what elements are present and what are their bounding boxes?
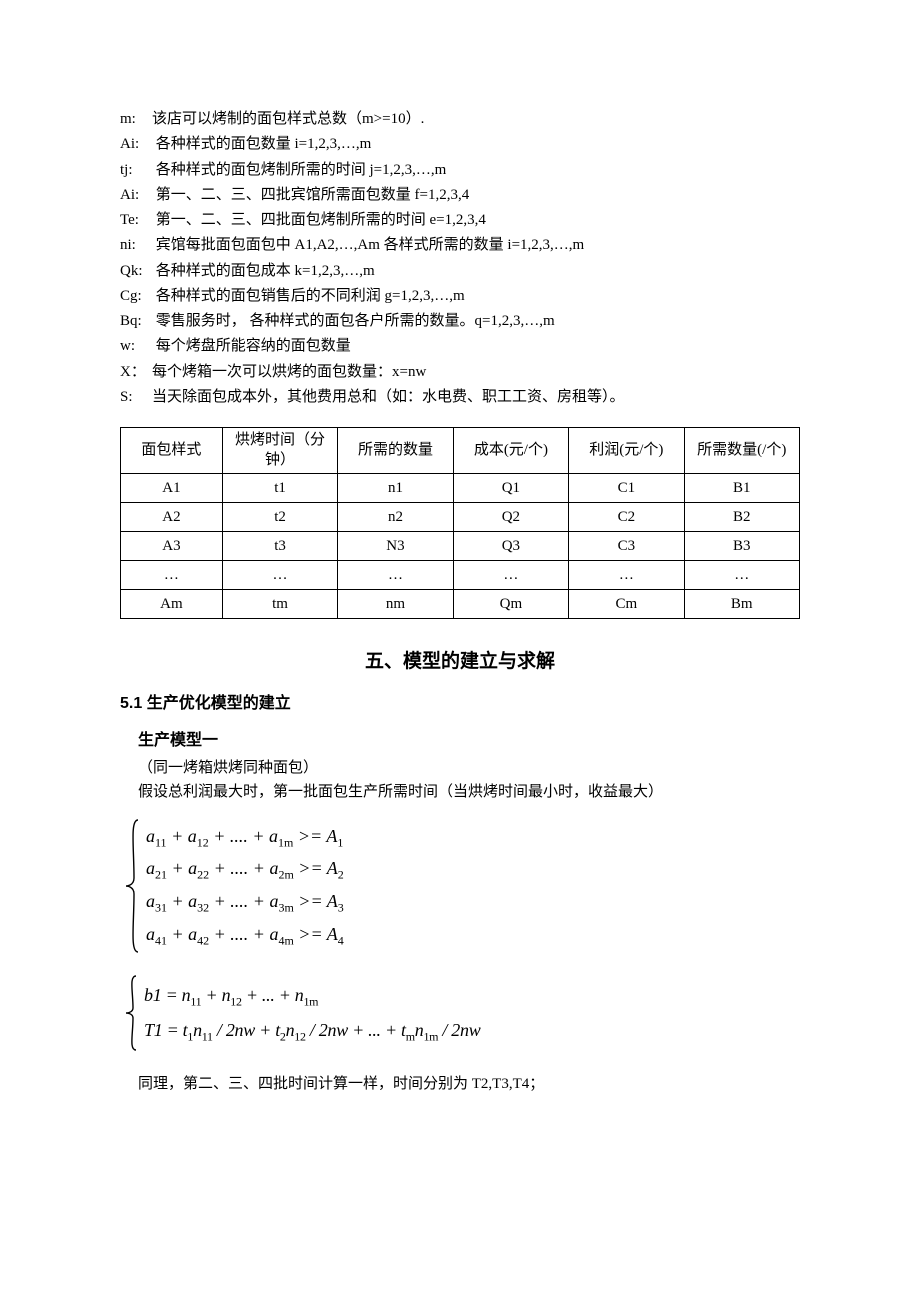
definition-symbol: X： bbox=[120, 361, 152, 384]
definition-line: X：每个烤箱一次可以烘烤的面包数量：x=nw bbox=[120, 361, 800, 384]
section-title: 五、模型的建立与求解 bbox=[120, 647, 800, 677]
definition-symbol: Bq: bbox=[120, 310, 152, 333]
closing-line: 同理，第二、三、四批时间计算一样，时间分别为 T2,T3,T4； bbox=[138, 1072, 800, 1096]
table-cell: Q3 bbox=[453, 531, 568, 560]
table-header-cell: 成本(元/个) bbox=[453, 428, 568, 474]
document-page: m:该店可以烤制的面包样式总数（m>=10）.Ai: 各种样式的面包数量 i=1… bbox=[0, 0, 920, 1302]
left-brace-icon bbox=[124, 818, 140, 954]
table-cell: n1 bbox=[338, 473, 453, 502]
table-cell: N3 bbox=[338, 531, 453, 560]
definition-symbol: Ai: bbox=[120, 133, 152, 156]
equation-line: a41 + a42 + .... + a4m >= A4 bbox=[146, 919, 344, 952]
table-cell: C3 bbox=[569, 531, 684, 560]
table-cell: nm bbox=[338, 589, 453, 618]
equation-system-1: a11 + a12 + .... + a1m >= A1a21 + a22 + … bbox=[124, 818, 800, 954]
definition-text: 零售服务时， 各种样式的面包各户所需的数量。q=1,2,3,…,m bbox=[152, 313, 555, 329]
table-row: A1t1n1Q1C1B1 bbox=[121, 473, 800, 502]
model-title: 生产模型一 bbox=[138, 728, 800, 754]
definition-text: 各种样式的面包数量 i=1,2,3,…,m bbox=[152, 136, 371, 152]
table-row: A2t2n2Q2C2B2 bbox=[121, 502, 800, 531]
table-cell: t1 bbox=[222, 473, 337, 502]
definition-symbol: Cg: bbox=[120, 285, 152, 308]
table-cell: Q1 bbox=[453, 473, 568, 502]
table-cell: … bbox=[453, 560, 568, 589]
table-header-cell: 面包样式 bbox=[121, 428, 223, 474]
definition-text: 各种样式的面包烤制所需的时间 j=1,2,3,…,m bbox=[152, 162, 446, 178]
definition-line: Cg: 各种样式的面包销售后的不同利润 g=1,2,3,…,m bbox=[120, 285, 800, 308]
definition-line: Ai: 第一、二、三、四批宾馆所需面包数量 f=1,2,3,4 bbox=[120, 184, 800, 207]
definition-line: Te: 第一、二、三、四批面包烤制所需的时间 e=1,2,3,4 bbox=[120, 209, 800, 232]
equation-line: T1 = t1n11 / 2nw + t2n12 / 2nw + ... + t… bbox=[144, 1013, 480, 1048]
equation-line: a31 + a32 + .... + a3m >= A3 bbox=[146, 886, 344, 919]
table-cell: tm bbox=[222, 589, 337, 618]
definition-text: 各种样式的面包销售后的不同利润 g=1,2,3,…,m bbox=[152, 288, 465, 304]
definition-symbol: tj: bbox=[120, 159, 152, 182]
table-row: AmtmnmQmCmBm bbox=[121, 589, 800, 618]
table-cell: Am bbox=[121, 589, 223, 618]
definition-symbol: Ai: bbox=[120, 184, 152, 207]
definition-symbol: w: bbox=[120, 335, 152, 358]
table-cell: … bbox=[684, 560, 799, 589]
subsection-title: 5.1 生产优化模型的建立 bbox=[120, 691, 800, 717]
definition-line: Ai: 各种样式的面包数量 i=1,2,3,…,m bbox=[120, 133, 800, 156]
definition-line: ni: 宾馆每批面包面包中 A1,A2,…,Am 各样式所需的数量 i=1,2,… bbox=[120, 234, 800, 257]
equation-system-2: b1 = n11 + n12 + ... + n1mT1 = t1n11 / 2… bbox=[124, 974, 800, 1052]
table-cell: Q2 bbox=[453, 502, 568, 531]
table-row: A3t3N3Q3C3B3 bbox=[121, 531, 800, 560]
table-row: ……………… bbox=[121, 560, 800, 589]
table-header-cell: 所需的数量 bbox=[338, 428, 453, 474]
definition-text: 当天除面包成本外，其他费用总和（如：水电费、职工工资、房租等）。 bbox=[152, 389, 625, 405]
definition-text: 该店可以烤制的面包样式总数（m>=10）. bbox=[152, 111, 424, 127]
equation-line: a21 + a22 + .... + a2m >= A2 bbox=[146, 853, 344, 886]
symbol-definitions: m:该店可以烤制的面包样式总数（m>=10）.Ai: 各种样式的面包数量 i=1… bbox=[120, 108, 800, 409]
equation-lines: a11 + a12 + .... + a1m >= A1a21 + a22 + … bbox=[146, 818, 344, 954]
equation-line: b1 = n11 + n12 + ... + n1m bbox=[144, 978, 480, 1013]
definition-text: 宾馆每批面包面包中 A1,A2,…,Am 各样式所需的数量 i=1,2,3,…,… bbox=[152, 237, 584, 253]
table-header-cell: 烘烤时间（分钟） bbox=[222, 428, 337, 474]
definition-symbol: m: bbox=[120, 108, 152, 131]
table-cell: Cm bbox=[569, 589, 684, 618]
left-brace-icon bbox=[124, 974, 138, 1052]
definition-text: 各种样式的面包成本 k=1,2,3,…,m bbox=[152, 263, 375, 279]
table-cell: B3 bbox=[684, 531, 799, 560]
table-header-cell: 所需数量(/个) bbox=[684, 428, 799, 474]
definition-text: 每个烤箱一次可以烘烤的面包数量：x=nw bbox=[152, 364, 426, 380]
bread-parameters-table: 面包样式烘烤时间（分钟）所需的数量成本(元/个)利润(元/个)所需数量(/个) … bbox=[120, 427, 800, 619]
definition-line: Bq: 零售服务时， 各种样式的面包各户所需的数量。q=1,2,3,…,m bbox=[120, 310, 800, 333]
table-cell: A2 bbox=[121, 502, 223, 531]
table-cell: … bbox=[338, 560, 453, 589]
definition-line: w: 每个烤盘所能容纳的面包数量 bbox=[120, 335, 800, 358]
model-note: （同一烤箱烘烤同种面包） bbox=[138, 756, 800, 780]
table-cell: A3 bbox=[121, 531, 223, 560]
definition-symbol: Qk: bbox=[120, 260, 152, 283]
definition-line: tj: 各种样式的面包烤制所需的时间 j=1,2,3,…,m bbox=[120, 159, 800, 182]
table-header-cell: 利润(元/个) bbox=[569, 428, 684, 474]
equation-lines: b1 = n11 + n12 + ... + n1mT1 = t1n11 / 2… bbox=[144, 974, 480, 1052]
definition-text: 每个烤盘所能容纳的面包数量 bbox=[152, 338, 351, 354]
definition-symbol: Te: bbox=[120, 209, 152, 232]
table-cell: B2 bbox=[684, 502, 799, 531]
equation-line: a11 + a12 + .... + a1m >= A1 bbox=[146, 821, 344, 854]
table-cell: B1 bbox=[684, 473, 799, 502]
definition-symbol: ni: bbox=[120, 234, 152, 257]
table-cell: Bm bbox=[684, 589, 799, 618]
table-cell: … bbox=[222, 560, 337, 589]
definition-line: Qk: 各种样式的面包成本 k=1,2,3,…,m bbox=[120, 260, 800, 283]
table-cell: A1 bbox=[121, 473, 223, 502]
table-cell: Qm bbox=[453, 589, 568, 618]
table-cell: C1 bbox=[569, 473, 684, 502]
definition-line: m:该店可以烤制的面包样式总数（m>=10）. bbox=[120, 108, 800, 131]
definition-text: 第一、二、三、四批宾馆所需面包数量 f=1,2,3,4 bbox=[152, 187, 469, 203]
table-cell: … bbox=[569, 560, 684, 589]
table-cell: … bbox=[121, 560, 223, 589]
definition-text: 第一、二、三、四批面包烤制所需的时间 e=1,2,3,4 bbox=[152, 212, 486, 228]
definition-symbol: S: bbox=[120, 386, 152, 409]
table-cell: n2 bbox=[338, 502, 453, 531]
model-note: 假设总利润最大时，第一批面包生产所需时间（当烘烤时间最小时，收益最大） bbox=[138, 780, 800, 804]
table-cell: t2 bbox=[222, 502, 337, 531]
definition-line: S:当天除面包成本外，其他费用总和（如：水电费、职工工资、房租等）。 bbox=[120, 386, 800, 409]
table-cell: t3 bbox=[222, 531, 337, 560]
table-row: 面包样式烘烤时间（分钟）所需的数量成本(元/个)利润(元/个)所需数量(/个) bbox=[121, 428, 800, 474]
table-cell: C2 bbox=[569, 502, 684, 531]
